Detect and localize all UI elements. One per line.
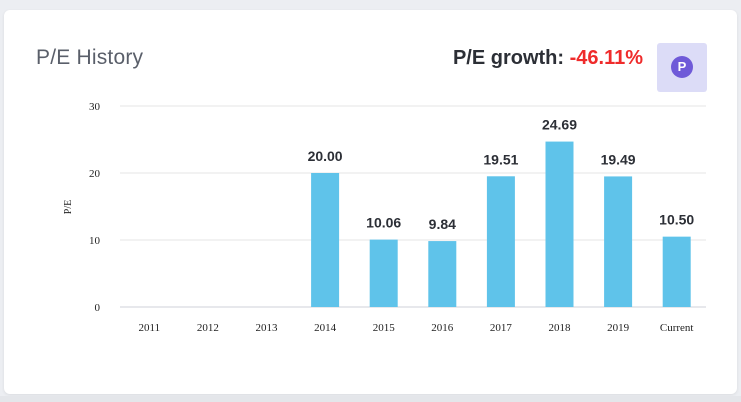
card-title: P/E History bbox=[36, 46, 144, 69]
y-tick-label: 30 bbox=[89, 101, 101, 113]
pe-growth: P/E growth: -46.11% bbox=[453, 47, 643, 70]
data-label-2014: 20.00 bbox=[308, 148, 343, 164]
data-label-2018: 24.69 bbox=[542, 117, 577, 133]
x-tick-label: 2011 bbox=[139, 322, 161, 334]
pe-growth-label: P/E growth: bbox=[452, 47, 565, 69]
bar-2018[interactable] bbox=[545, 141, 574, 307]
data-label-Current: 10.50 bbox=[659, 212, 694, 228]
bar-2019[interactable] bbox=[604, 176, 633, 307]
y-axis-label: P/E bbox=[63, 200, 74, 214]
x-tick-label: 2012 bbox=[197, 322, 219, 334]
x-tick-label: 2013 bbox=[256, 322, 279, 334]
bar-2014[interactable] bbox=[311, 173, 340, 307]
y-tick-label: 10 bbox=[89, 235, 101, 247]
bar-2016[interactable] bbox=[428, 241, 457, 307]
x-tick-label: 2016 bbox=[431, 322, 454, 334]
y-axis-ticks: 0 10 20 30 bbox=[89, 101, 101, 314]
badge-button[interactable]: P bbox=[657, 43, 707, 92]
x-tick-label: 2019 bbox=[607, 322, 630, 334]
pe-growth-value: -46.11% bbox=[569, 47, 643, 69]
y-tick-label: 20 bbox=[89, 168, 101, 180]
data-label-2019: 19.49 bbox=[601, 151, 636, 167]
x-tick-label: Current bbox=[660, 322, 694, 334]
bar-2017[interactable] bbox=[486, 176, 515, 307]
y-tick-label: 0 bbox=[95, 302, 101, 314]
x-tick-label: 2014 bbox=[314, 322, 337, 334]
bar-2015[interactable] bbox=[369, 239, 398, 307]
card-bottom-edge bbox=[0, 396, 741, 402]
x-axis-ticks: 2011 2012 2013 2014 2015 2016 2017 2018 2019 Curr… bbox=[139, 322, 694, 334]
x-tick-label: 2017 bbox=[490, 322, 513, 334]
chart-data-labels: 20.00 10.06 9.84 19.51 24.69 19.49 10.50 bbox=[308, 117, 695, 232]
chart-bars bbox=[311, 141, 691, 307]
data-label-2016: 9.84 bbox=[429, 216, 456, 232]
p-badge-icon: P bbox=[671, 56, 693, 78]
data-label-2015: 10.06 bbox=[366, 215, 401, 231]
data-label-2017: 19.51 bbox=[483, 151, 518, 167]
x-tick-label: 2018 bbox=[549, 322, 572, 334]
bar-Current[interactable] bbox=[662, 236, 691, 307]
x-tick-label: 2015 bbox=[373, 322, 396, 334]
